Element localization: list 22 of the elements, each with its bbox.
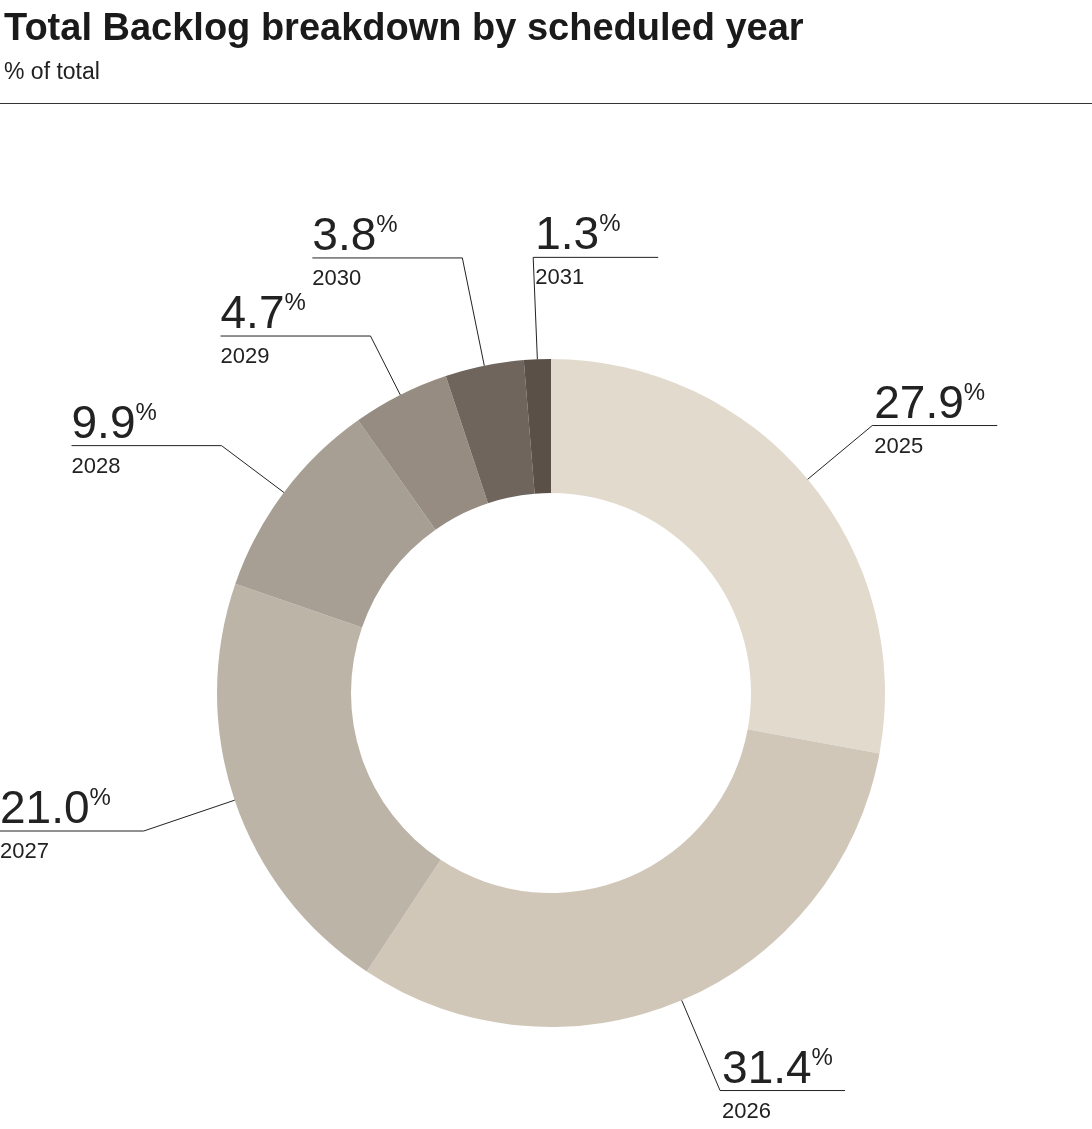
donut-slice — [358, 376, 488, 530]
data-label: 31.4$^{%}$ — [722, 1040, 833, 1093]
donut-slice — [366, 729, 880, 1027]
data-label: 1.3$^{%}$ — [535, 207, 621, 260]
data-label: 9.9$^{%}$ — [71, 395, 157, 448]
slice-label: 2028 — [71, 452, 121, 478]
donut-slice — [523, 359, 551, 494]
donut-slice — [217, 583, 441, 972]
chart-title: Total Backlog breakdown by scheduled year — [4, 6, 804, 49]
slice-label: 2029 — [220, 343, 270, 369]
slice-label: 2025 — [874, 432, 924, 458]
data-label: 3.8$^{%}$ — [312, 207, 398, 260]
data-label: 21.0$^{%}$ — [0, 781, 111, 834]
donut-slice — [235, 420, 436, 628]
chart-subtitle: % of total — [4, 58, 100, 85]
donut-slice — [445, 360, 535, 504]
slice-label: 2026 — [722, 1097, 772, 1123]
slice-label: 2027 — [0, 838, 49, 864]
slice-label: 2031 — [535, 264, 585, 290]
data-label: 4.7$^{%}$ — [220, 286, 306, 339]
data-label: 27.9$^{%}$ — [874, 375, 986, 428]
slice-label: 2030 — [312, 264, 362, 290]
